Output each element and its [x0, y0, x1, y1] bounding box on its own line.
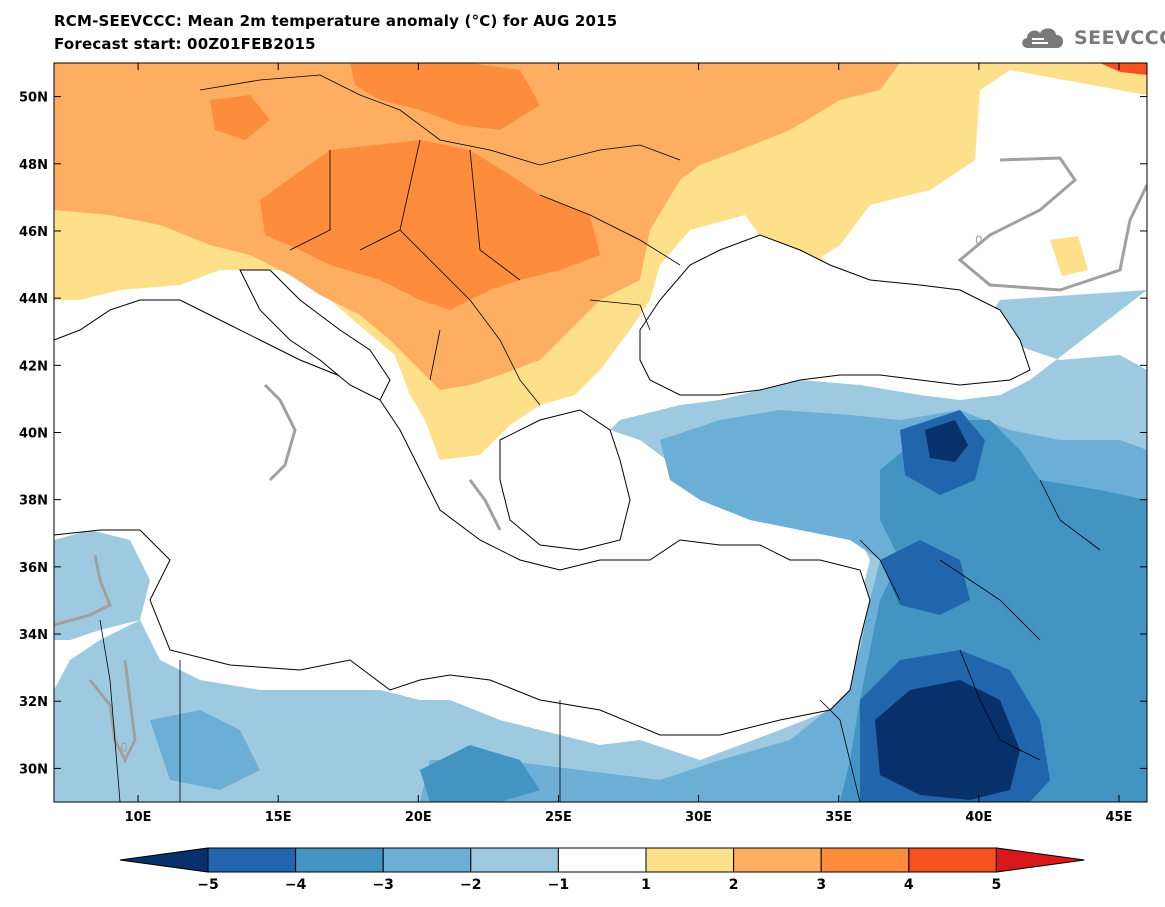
anomaly-neg2-neg3-libya — [150, 710, 260, 790]
map-content — [54, 63, 1147, 802]
lat-tick-label: 34N — [19, 628, 48, 643]
colorbar-label: 1 — [641, 877, 651, 893]
lon-tick-label: 30E — [685, 810, 712, 825]
colorbar-label: −4 — [285, 877, 307, 893]
lon-tick-label: 10E — [125, 810, 152, 825]
lon-tick-label: 15E — [265, 810, 292, 825]
contour-label: 0 — [120, 741, 128, 755]
colorbar-label: 2 — [729, 877, 739, 893]
colorbar-bin — [207, 847, 297, 873]
anomaly-3-4-hungary — [260, 140, 600, 310]
zero-contour-east — [957, 156, 1147, 292]
lat-tick-label: 44N — [19, 292, 48, 307]
cloud-logo-icon — [1022, 28, 1064, 48]
contour-label: 0 — [975, 233, 983, 247]
lon-tick-label: 40E — [965, 810, 992, 825]
zero-contour-balkans — [468, 479, 502, 531]
anomaly-3-4-west — [210, 95, 270, 140]
forecast-start-label: Forecast start: 00Z01FEB2015 — [54, 35, 316, 53]
longitude-axis: 10E 15E 20E 25E 30E 35E 40E 45E — [125, 63, 1132, 825]
colorbar-bin — [645, 847, 735, 873]
colorbar-max-extension — [995, 847, 1085, 873]
anomaly-neg4-neg5-syria — [880, 540, 970, 615]
colorbar-bin — [557, 847, 647, 873]
colorbar-min-extension — [119, 847, 209, 873]
anomaly-below-neg5-turkey — [925, 420, 968, 462]
black-sea-coast — [639, 234, 1031, 396]
colorbar-bin — [820, 847, 910, 873]
seevccc-logo: SEEVCCC — [1018, 22, 1165, 54]
zero-contour-italy — [263, 383, 297, 482]
zero-contour-tunisia — [54, 554, 112, 627]
colorbar-label: −2 — [460, 877, 481, 893]
colorbar-bin — [470, 847, 559, 873]
mediterranean-sea — [54, 299, 871, 736]
colorbar-bin — [382, 847, 472, 873]
colorbar-label: −5 — [197, 877, 218, 893]
lon-tick-label: 20E — [405, 810, 432, 825]
lat-tick-label: 48N — [19, 158, 48, 173]
colorbar-bin — [733, 847, 822, 873]
anomaly-below-neg5-arabia — [875, 680, 1020, 800]
colorbar-label: 5 — [992, 877, 1002, 893]
lat-tick-label: 40N — [19, 427, 48, 442]
adriatic-sea — [239, 269, 391, 401]
anomaly-3-4-north — [350, 63, 540, 130]
colorbar: −5 −4 −3 −2 −1 1 2 3 4 5 — [119, 847, 1085, 893]
country-borders — [99, 74, 1101, 802]
lat-tick-label: 38N — [19, 494, 48, 509]
lon-tick-label: 35E — [825, 810, 852, 825]
colorbar-label: 4 — [904, 877, 914, 893]
lat-tick-label: 30N — [19, 762, 48, 777]
lat-tick-label: 32N — [19, 695, 48, 710]
colorbar-label: −1 — [548, 877, 569, 893]
anomaly-4-5-patch — [1100, 63, 1147, 75]
latitude-axis: 30N 32N 34N 36N 38N 40N 42N 44N 46N 48N 50N — [19, 91, 1147, 777]
lon-tick-label: 25E — [545, 810, 572, 825]
colorbar-label: −3 — [372, 877, 393, 893]
zero-contour-libya — [88, 659, 137, 764]
logo-text: SEEVCCC — [1074, 27, 1165, 49]
lat-tick-label: 36N — [19, 561, 48, 576]
lat-tick-label: 42N — [19, 359, 48, 374]
colorbar-bin — [295, 847, 384, 873]
aegean-sea — [499, 409, 631, 551]
lon-tick-label: 45E — [1105, 810, 1132, 825]
anomaly-1-2-caucasus-patch — [1050, 236, 1088, 276]
colorbar-bin — [908, 847, 997, 873]
contour-labels: 00 — [120, 233, 982, 754]
colorbar-label: 3 — [816, 877, 826, 893]
anomaly-neg3-neg4-egypt — [420, 745, 540, 802]
lat-tick-label: 46N — [19, 225, 48, 240]
map-title: RCM-SEEVCCC: Mean 2m temperature anomaly… — [54, 12, 618, 30]
lat-tick-label: 50N — [19, 91, 48, 106]
